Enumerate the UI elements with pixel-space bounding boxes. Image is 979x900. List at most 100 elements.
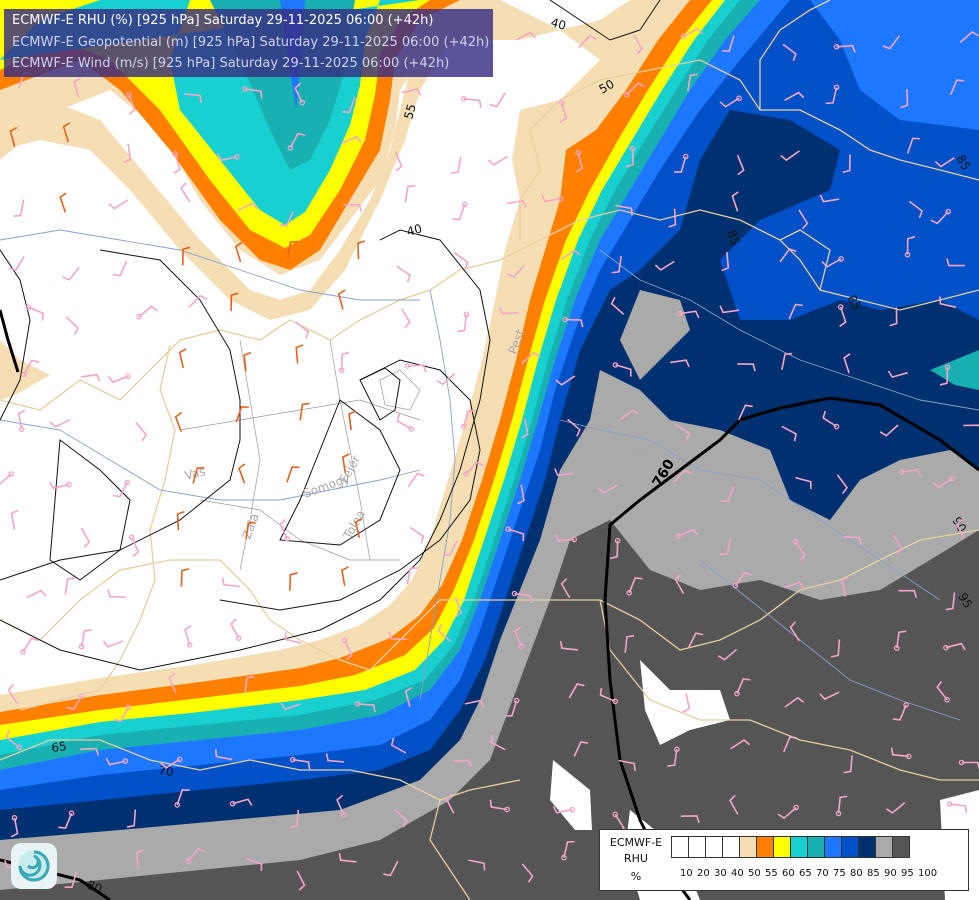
wind-barb (20, 637, 39, 655)
wind-barb (108, 199, 129, 210)
legend-swatch (875, 836, 893, 858)
wind-barb (237, 202, 258, 212)
wind-barb (612, 362, 632, 377)
wind-barb (404, 184, 416, 203)
wind-barb (113, 704, 132, 723)
wind-barb (185, 847, 206, 864)
wind-barb (625, 145, 636, 168)
wind-barb (732, 571, 752, 589)
wind-barb (560, 249, 581, 261)
wind-barb (949, 79, 965, 96)
wind-barb (825, 84, 840, 105)
wind-barb (843, 536, 862, 545)
wind-barb (781, 425, 797, 442)
wind-barb (135, 421, 148, 442)
wind-barb (843, 755, 853, 774)
wind-barb (821, 256, 844, 268)
wind-barb (610, 296, 625, 315)
wind-barb (898, 468, 922, 477)
contour-label: 85 (844, 293, 864, 313)
wind-barb (295, 344, 304, 364)
wind-barb (517, 484, 525, 505)
wind-barb (619, 409, 639, 421)
wind-barb (168, 672, 177, 693)
legend-swatch (773, 836, 791, 858)
legend-tick: 100 (918, 868, 938, 879)
wind-barb (184, 624, 193, 648)
legend-swatch (739, 836, 757, 858)
wind-barb (680, 27, 704, 40)
wind-barb (568, 683, 585, 699)
wind-barb (460, 410, 476, 430)
legend-swatch (807, 836, 825, 858)
provider-logo (11, 843, 57, 889)
wind-barb (436, 373, 456, 386)
legend-tick: 50 (748, 868, 761, 879)
wind-barb (687, 73, 698, 92)
wind-barb (126, 809, 137, 828)
wind-barb (521, 351, 541, 365)
wind-barb (611, 255, 622, 274)
wind-barb (552, 805, 576, 814)
wind-barb (26, 589, 47, 599)
wind-barb (7, 684, 18, 704)
wind-barb (10, 814, 19, 838)
wind-barb (490, 734, 506, 751)
contour-label: 95 (955, 591, 975, 611)
wind-barb (719, 538, 732, 556)
wind-barb (25, 304, 44, 321)
wind-barb (17, 409, 26, 433)
legend-swatch (722, 836, 740, 858)
wind-barb (105, 757, 129, 766)
wind-barb (245, 521, 256, 540)
wind-barb (10, 509, 19, 530)
wind-barb (674, 573, 685, 594)
wind-barb (388, 631, 408, 640)
wind-barb (463, 461, 484, 477)
wind-barb (62, 122, 71, 143)
legend-tick: 40 (731, 868, 744, 879)
wind-barb (78, 629, 92, 650)
wind-barb (280, 702, 301, 711)
wind-barb (575, 150, 584, 173)
wind-barb (721, 251, 730, 272)
wind-barb (487, 155, 508, 166)
contour-label: 90 (949, 515, 969, 535)
legend-swatch (858, 836, 876, 858)
wind-barb (930, 208, 952, 225)
legend-tick: 80 (850, 868, 863, 879)
wind-barb (782, 43, 797, 62)
wind-barb (49, 481, 72, 490)
wind-barb (521, 418, 529, 439)
wind-barb (174, 411, 183, 433)
wind-barb (956, 518, 965, 540)
wind-barb (511, 590, 533, 604)
wind-barb (214, 749, 233, 761)
wind-barb (626, 577, 643, 596)
wind-barb (677, 310, 700, 319)
wind-barb (946, 258, 965, 267)
wind-barb (567, 418, 581, 437)
wind-barb (286, 466, 300, 483)
wind-barb (687, 632, 704, 648)
wind-barb (188, 294, 208, 308)
wind-barb (404, 363, 427, 373)
wind-barb (390, 737, 407, 754)
wind-barb (505, 526, 525, 542)
wind-barb (908, 200, 924, 219)
legend-tick: 20 (697, 868, 710, 879)
wind-barb (112, 260, 128, 277)
wind-barb (457, 311, 470, 333)
wind-barb (354, 701, 376, 713)
wind-barb (892, 534, 903, 555)
wind-barb (675, 424, 691, 441)
wind-barb (107, 589, 126, 598)
swirl-logo-icon (18, 850, 50, 882)
legend-swatches (671, 836, 910, 858)
wind-barb (499, 306, 519, 315)
wind-barb (900, 89, 909, 109)
wind-barb (936, 680, 950, 703)
wind-barb (21, 359, 40, 378)
wind-barb (341, 453, 350, 474)
